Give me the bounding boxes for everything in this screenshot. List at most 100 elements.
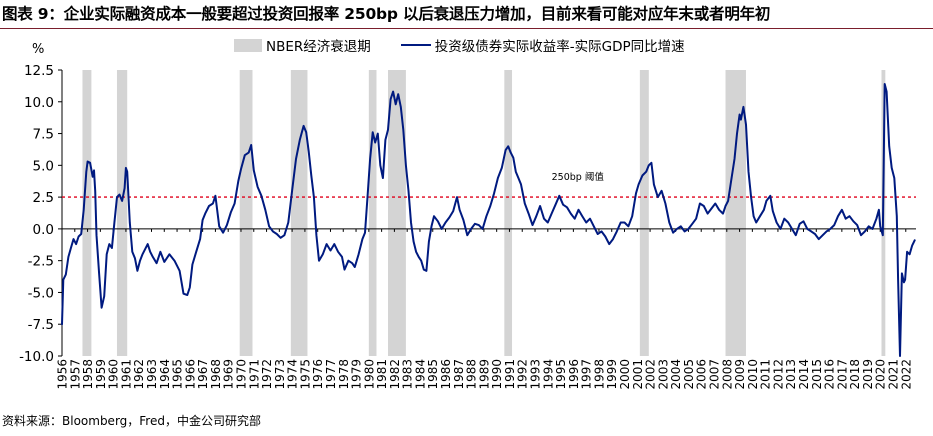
- title-rule: [0, 28, 933, 29]
- x-tick-label: 1964: [158, 359, 172, 390]
- x-tick-label: 1987: [452, 359, 466, 390]
- x-tick-label: 1977: [324, 359, 338, 390]
- x-tick-label: 2002: [644, 359, 658, 390]
- x-tick-label: 1986: [439, 359, 453, 390]
- y-tick-label: 5.0: [33, 158, 54, 174]
- y-tick-label: -7.5: [28, 317, 54, 333]
- y-tick-label: -10.0: [19, 349, 54, 365]
- threshold-layer: 250bp 阈值: [62, 171, 916, 198]
- recession-band: [290, 70, 308, 356]
- x-tick-label: 2012: [771, 359, 785, 390]
- x-tick-label: 1969: [222, 359, 236, 390]
- x-tick-label: 1992: [516, 359, 530, 390]
- x-tick-label: 1982: [388, 359, 402, 390]
- x-tick-label: 2014: [797, 359, 811, 390]
- x-tick-label: 2003: [656, 359, 670, 390]
- y-tick-label: 7.5: [33, 127, 54, 143]
- x-tick-label: 1959: [94, 359, 108, 390]
- threshold-label: 250bp 阈值: [552, 171, 605, 183]
- series-line: [61, 83, 916, 357]
- x-tick-label: 1956: [56, 359, 70, 390]
- recession-band: [639, 70, 649, 356]
- x-tick-label: 2019: [861, 359, 875, 390]
- x-tick-label: 1976: [311, 359, 325, 390]
- x-tick-label: 1960: [107, 359, 121, 390]
- x-tick-label: 1963: [145, 359, 159, 390]
- x-tick-label: 2021: [886, 359, 900, 390]
- x-tick-label: 1962: [132, 359, 146, 390]
- y-tick-label: 2.5: [33, 190, 54, 206]
- x-tick-label: 2011: [759, 359, 773, 390]
- x-tick-label: 2004: [669, 359, 683, 390]
- y-tick-label: 0.0: [33, 222, 54, 238]
- x-tick-label: 1966: [183, 359, 197, 390]
- x-tick-label: 1999: [605, 359, 619, 390]
- x-tick-label: 1988: [465, 359, 479, 390]
- y-axis-unit: %: [32, 42, 45, 57]
- y-tick-label: -2.5: [28, 254, 54, 270]
- recession-band: [82, 70, 92, 356]
- x-tick-label: 1997: [580, 359, 594, 390]
- recession-band: [388, 70, 406, 356]
- x-tick-label: 1968: [209, 359, 223, 390]
- source-note: 资料来源：Bloomberg，Fred，中金公司研究部: [2, 414, 261, 428]
- x-tick-label: 1967: [196, 359, 210, 390]
- x-tick-label: 2009: [733, 359, 747, 390]
- x-tick-label: 2001: [631, 359, 645, 390]
- recession-band: [725, 70, 746, 356]
- y-tick-label: -5.0: [28, 285, 54, 301]
- x-tick-label: 2006: [695, 359, 709, 390]
- x-tick-label: 1978: [337, 359, 351, 390]
- x-tick-label: 1957: [68, 359, 82, 390]
- x-tick-label: 1958: [81, 359, 95, 390]
- legend: NBER经济衰退期 投资级债券实际收益率-实际GDP同比增速: [234, 35, 685, 55]
- recession-band: [504, 70, 513, 356]
- x-tick-label: 1981: [375, 359, 389, 390]
- x-tick-label: 2000: [618, 359, 632, 390]
- x-tick-label: 1972: [260, 359, 274, 390]
- recession-bands: [82, 70, 886, 356]
- x-tick-label: 1961: [119, 359, 133, 390]
- x-tick-label: 2020: [874, 359, 888, 390]
- recession-band: [239, 70, 253, 356]
- x-tick-label: 1989: [477, 359, 491, 390]
- x-tick-label: 2010: [746, 359, 760, 390]
- x-tick-label: 2015: [810, 359, 824, 390]
- x-tick-label: 1983: [401, 359, 415, 390]
- x-tick-label: 1996: [567, 359, 581, 390]
- x-axis: 1956195719581959196019611962196319641965…: [56, 228, 916, 390]
- legend-recession-swatch: [234, 38, 262, 52]
- x-tick-label: 1979: [350, 359, 364, 390]
- x-tick-label: 1985: [426, 359, 440, 390]
- x-tick-label: 1973: [273, 359, 287, 390]
- x-tick-label: 1998: [592, 359, 606, 390]
- x-tick-label: 1990: [490, 359, 504, 390]
- x-tick-label: 2022: [899, 359, 913, 390]
- x-tick-label: 2007: [708, 359, 722, 390]
- recession-band: [368, 70, 377, 356]
- recession-band: [116, 70, 128, 356]
- x-tick-label: 2005: [682, 359, 696, 390]
- chart-title: 图表 9：企业实际融资成本一般要超过投资回报率 250bp 以后衰退压力增加，目…: [2, 5, 771, 23]
- x-tick-label: 2008: [720, 359, 734, 390]
- x-tick-label: 1980: [362, 359, 376, 390]
- y-tick-label: 12.5: [24, 63, 54, 79]
- y-tick-label: 10.0: [24, 95, 54, 111]
- x-tick-label: 1975: [298, 359, 312, 390]
- x-tick-label: 1974: [286, 359, 300, 390]
- y-axis: 12.5 10.0 7.5 5.0 2.5 0.0 -2.5 -5.0 -7.5 -10.0: [19, 63, 63, 365]
- legend-series-swatch: [400, 44, 431, 46]
- x-tick-label: 1965: [171, 359, 185, 390]
- x-tick-label: 1994: [541, 359, 555, 390]
- x-tick-label: 1971: [247, 359, 261, 390]
- x-tick-label: 1993: [529, 359, 543, 390]
- x-tick-label: 2017: [835, 359, 849, 390]
- series-layer: [61, 83, 916, 357]
- x-tick-label: 1984: [413, 359, 427, 390]
- x-tick-label: 1995: [554, 359, 568, 390]
- x-tick-label: 1991: [503, 359, 517, 390]
- legend-series-label: 投资级债券实际收益率-实际GDP同比增速: [434, 39, 685, 55]
- x-tick-label: 2016: [823, 359, 837, 390]
- x-tick-label: 2013: [784, 359, 798, 390]
